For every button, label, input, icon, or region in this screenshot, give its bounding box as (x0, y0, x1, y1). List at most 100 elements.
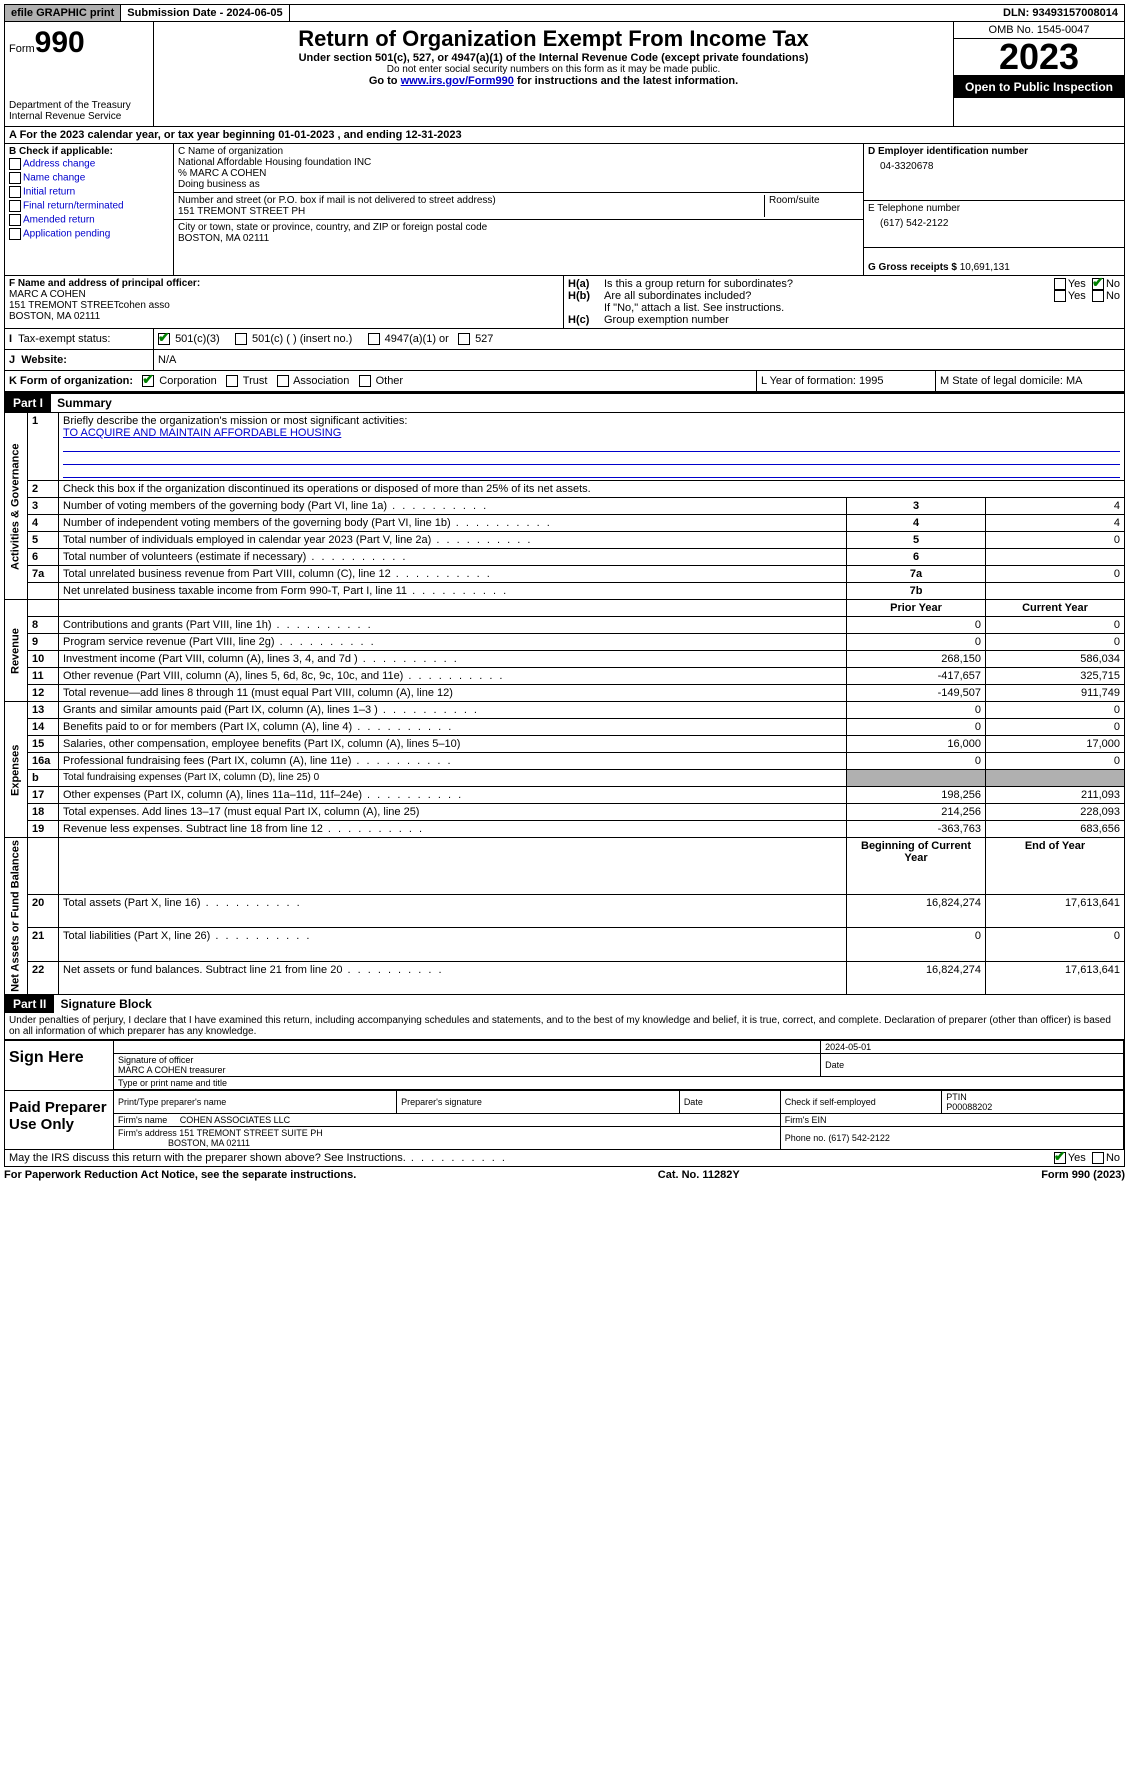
current-value: 211,093 (986, 787, 1125, 804)
line-text: Grants and similar amounts paid (Part IX… (59, 702, 847, 719)
current-value: 0 (986, 634, 1125, 651)
begin-value: 16,824,274 (847, 961, 986, 994)
prep-phone: (617) 542-2122 (828, 1133, 890, 1143)
officer-label: F Name and address of principal officer: (9, 278, 200, 289)
prior-value: 0 (847, 702, 986, 719)
org-dba-label: Doing business as (178, 179, 859, 190)
h-b-no-check[interactable] (1092, 290, 1104, 302)
col-begin: Beginning of Current Year (847, 838, 986, 895)
check-corporation[interactable] (142, 375, 154, 387)
prep-print-label: Print/Type preparer's name (114, 1091, 397, 1114)
col-current: Current Year (986, 600, 1125, 617)
h-b-yes-check[interactable] (1054, 290, 1066, 302)
current-value: 0 (986, 753, 1125, 770)
part-2-title: Signature Block (60, 997, 151, 1011)
header-left: Form990 Department of the Treasury Inter… (5, 22, 154, 126)
table-row: 3Number of voting members of the governi… (5, 498, 1125, 515)
org-street-cell: Number and street (or P.O. box if mail i… (174, 193, 863, 220)
dln: DLN: 93493157008014 (997, 5, 1124, 21)
no-label: No (1106, 1152, 1120, 1164)
h-b-note: If "No," attach a list. See instructions… (568, 302, 1120, 314)
check-4947[interactable] (368, 333, 380, 345)
form-note: Do not enter social security numbers on … (158, 64, 949, 75)
line-value: 0 (986, 532, 1125, 549)
ein-cell: D Employer identification number 04-3320… (864, 144, 1124, 201)
row-k-l-m: K Form of organization: Corporation Trus… (4, 371, 1125, 393)
check-label: Application pending (23, 229, 110, 240)
no-label: No (1106, 290, 1120, 302)
check-trust[interactable] (226, 375, 238, 387)
irs-link[interactable]: www.irs.gov/Form990 (401, 75, 514, 87)
tax-year: 2023 (954, 39, 1124, 76)
officer-name: MARC A COHEN (9, 289, 559, 300)
preparer-row: Paid Preparer Use Only Print/Type prepar… (5, 1090, 1124, 1149)
line-text: Benefits paid to or for members (Part IX… (59, 719, 847, 736)
year-formation: L Year of formation: 1995 (757, 371, 936, 391)
paid-preparer-label: Paid Preparer Use Only (5, 1091, 114, 1149)
check-name-change[interactable]: Name change (9, 171, 169, 185)
check-initial-return[interactable]: Initial return (9, 185, 169, 199)
check-amended-return[interactable]: Amended return (9, 213, 169, 227)
line-text: Number of independent voting members of … (59, 515, 847, 532)
h-b-text: Are all subordinates included? (604, 290, 1054, 302)
check-label: Initial return (23, 187, 75, 198)
line-text: Net assets or fund balances. Subtract li… (59, 961, 847, 994)
form-label-text: Form (9, 43, 35, 55)
prior-value: -417,657 (847, 668, 986, 685)
h-a-line: H(a) Is this a group return for subordin… (568, 278, 1120, 290)
part-2-header-row: Part II Signature Block (4, 995, 1125, 1013)
check-address-change[interactable]: Address change (9, 157, 169, 171)
h-a-no-check[interactable] (1092, 278, 1104, 290)
line-text: Total liabilities (Part X, line 26) (59, 928, 847, 961)
website-value: N/A (154, 350, 180, 370)
table-row: 12Total revenue—add lines 8 through 11 (… (5, 685, 1125, 702)
check-501c[interactable] (235, 333, 247, 345)
end-value: 17,613,641 (986, 961, 1125, 994)
current-value: 17,000 (986, 736, 1125, 753)
street-label: Number and street (or P.O. box if mail i… (178, 195, 764, 206)
yes-label: Yes (1068, 278, 1086, 290)
check-application-pending[interactable]: Application pending (9, 227, 169, 241)
officer-street: 151 TREMONT STREETcohen asso (9, 300, 559, 311)
gray-cell (847, 770, 986, 787)
check-association[interactable] (277, 375, 289, 387)
discuss-yes-check[interactable] (1054, 1152, 1066, 1164)
sidebar-expenses: Expenses (5, 702, 28, 838)
prior-value: -149,507 (847, 685, 986, 702)
self-employed: Check if self-employed (780, 1091, 942, 1114)
room-suite: Room/suite (764, 195, 859, 217)
summary-table: Activities & Governance 1 Briefly descri… (4, 412, 1125, 995)
table-row: 10Investment income (Part VIII, column (… (5, 651, 1125, 668)
submission-date: Submission Date - 2024-06-05 (121, 5, 289, 21)
opt-527: 527 (475, 333, 493, 345)
line-text: Other revenue (Part VIII, column (A), li… (59, 668, 847, 685)
line-value (986, 549, 1125, 566)
form-goto: Go to www.irs.gov/Form990 for instructio… (158, 75, 949, 87)
gross-receipts-cell: G Gross receipts $ 10,691,131 (864, 248, 1124, 275)
date-label: Date (821, 1054, 1124, 1077)
section-a-tax-year: A For the 2023 calendar year, or tax yea… (4, 127, 1125, 144)
table-row: 11Other revenue (Part VIII, column (A), … (5, 668, 1125, 685)
yes-label: Yes (1068, 1152, 1086, 1164)
gross-value: 10,691,131 (960, 262, 1010, 273)
current-value: 228,093 (986, 804, 1125, 821)
line-text: Total assets (Part X, line 16) (59, 895, 847, 928)
line-value (986, 583, 1125, 600)
line-text: Total fundraising expenses (Part IX, col… (59, 770, 847, 787)
h-c-line: H(c) Group exemption number (568, 314, 1120, 326)
check-label: Name change (23, 173, 85, 184)
check-label: Amended return (23, 215, 95, 226)
part-1-title: Summary (57, 396, 112, 410)
line-text: Program service revenue (Part VIII, line… (59, 634, 847, 651)
table-row: 15Salaries, other compensation, employee… (5, 736, 1125, 753)
efile-print-button[interactable]: efile GRAPHIC print (5, 5, 121, 21)
check-other[interactable] (359, 375, 371, 387)
discuss-no-check[interactable] (1092, 1152, 1104, 1164)
check-final-return[interactable]: Final return/terminated (9, 199, 169, 213)
prior-value: 198,256 (847, 787, 986, 804)
org-name-label: C Name of organization (178, 146, 859, 157)
h-a-yes-check[interactable] (1054, 278, 1066, 290)
check-527[interactable] (458, 333, 470, 345)
line-value: 4 (986, 515, 1125, 532)
check-501c3[interactable] (158, 333, 170, 345)
